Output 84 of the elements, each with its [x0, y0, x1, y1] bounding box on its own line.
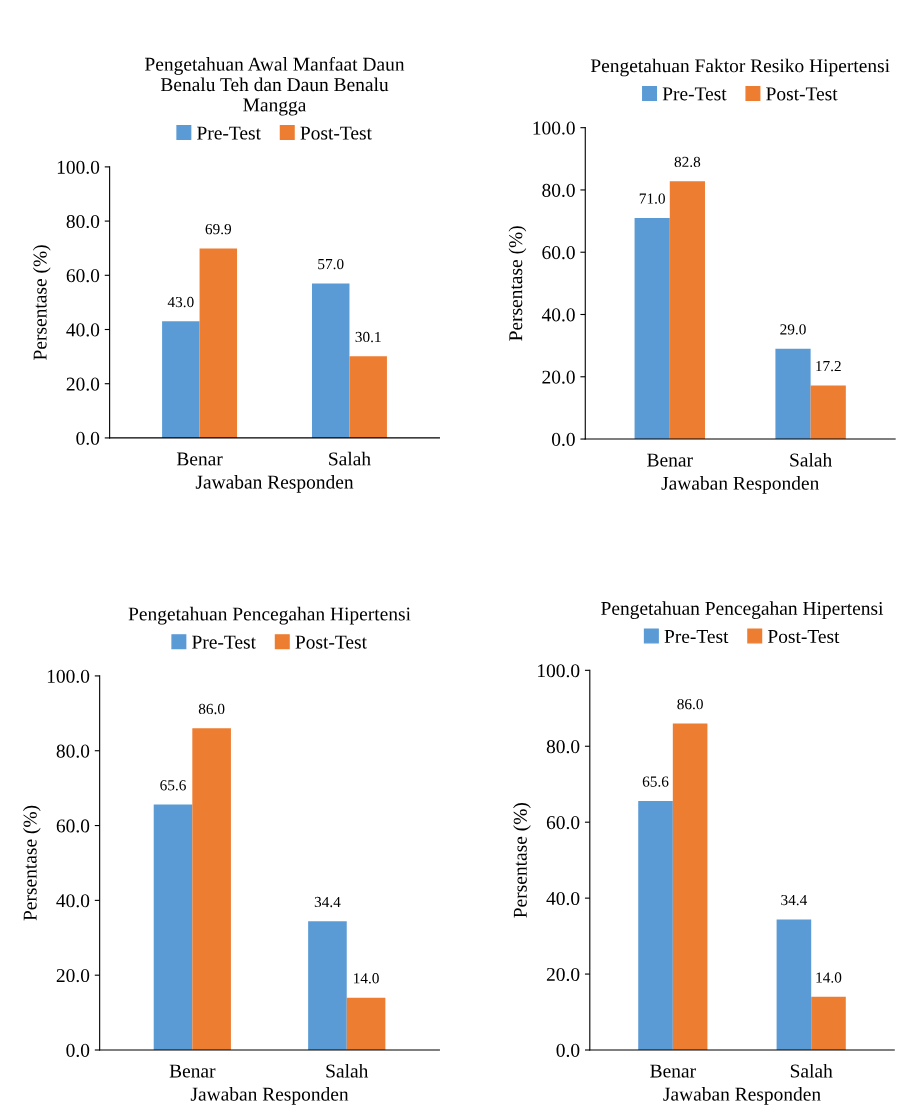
y-axis-title: Persentase (%)	[508, 226, 527, 341]
data-label: 14.0	[816, 972, 842, 983]
y-tick-label: 20.0	[66, 377, 100, 391]
y-tick-label: 0.0	[76, 431, 100, 445]
y-tick-label: 60.0	[66, 269, 100, 283]
data-label: 71.0	[639, 193, 665, 204]
y-tick-label: 60.0	[56, 819, 90, 833]
bar	[634, 217, 670, 440]
bar	[199, 248, 238, 438]
legend-label: Post-Test	[295, 635, 367, 649]
y-axis-title: Persentase (%)	[513, 802, 531, 918]
chart-title: Pengetahuan Faktor Resiko Hipertensi	[590, 58, 890, 77]
y-tick-label: 60.0	[546, 816, 580, 830]
bar	[669, 181, 705, 440]
x-axis-title: Jawaban Responden	[195, 475, 354, 493]
x-axis-title: Jawaban Responden	[661, 476, 820, 494]
data-label: 86.0	[677, 698, 703, 710]
bar	[311, 283, 350, 438]
bar	[162, 321, 200, 438]
y-tick-label: 0.0	[66, 1043, 90, 1058]
chart-title: Pengetahuan Pencegahan Hipertensi	[601, 601, 884, 619]
x-tick-label: Benar	[176, 452, 223, 466]
bar	[811, 996, 846, 1050]
data-label: 43.0	[167, 296, 194, 308]
bar	[638, 800, 673, 1050]
legend-label: Post-Test	[766, 87, 838, 101]
y-axis-title: Persentase (%)	[32, 245, 51, 360]
y-tick-label: 20.0	[56, 969, 90, 983]
y-tick-label: 0.0	[551, 432, 575, 447]
bar	[346, 997, 386, 1050]
bar	[776, 919, 812, 1050]
y-tick-label: 80.0	[546, 740, 580, 754]
x-tick-label: Salah	[790, 1063, 833, 1078]
x-tick-label: Benar	[647, 453, 693, 467]
bar	[192, 728, 231, 1050]
chart-title: Pengetahuan Awal Manfaat Daun Benalu Teh dan Daun Benalu Mangga	[145, 56, 405, 116]
data-label: 30.1	[355, 331, 381, 343]
data-label: 17.2	[816, 361, 841, 372]
y-tick-label: 100.0	[47, 669, 90, 683]
data-label: 82.8	[674, 156, 701, 168]
data-label: 29.0	[780, 324, 806, 335]
data-label: 86.0	[198, 703, 225, 715]
y-tick-label: 60.0	[542, 246, 575, 260]
y-tick-label: 80.0	[56, 744, 90, 758]
legend-label: Pre-Test	[192, 635, 256, 649]
bar	[810, 385, 846, 440]
y-axis-title: Persentase (%)	[23, 805, 41, 921]
y-tick-label: 100.0	[57, 160, 100, 174]
bar	[308, 921, 347, 1050]
data-label: 34.4	[314, 896, 341, 908]
bar	[349, 356, 387, 438]
y-tick-label: 80.0	[66, 214, 100, 229]
y-tick-label: 40.0	[56, 894, 90, 908]
x-axis-title: Jawaban Responden	[663, 1087, 821, 1105]
y-tick-label: 20.0	[542, 370, 575, 384]
chart-title: Pengetahuan Pencegahan Hipertensi	[128, 606, 411, 625]
legend-label: Pre-Test	[664, 630, 729, 644]
x-axis-title: Jawaban Responden	[190, 1087, 349, 1105]
legend-label: Pre-Test	[197, 126, 261, 140]
legend-label: Post-Test	[300, 126, 372, 140]
x-tick-label: Salah	[329, 451, 371, 466]
y-tick-label: 40.0	[541, 308, 575, 322]
data-label: 34.4	[781, 894, 808, 906]
y-tick-label: 20.0	[546, 967, 580, 982]
y-tick-label: 80.0	[542, 183, 575, 197]
y-tick-label: 40.0	[66, 323, 100, 337]
y-tick-label: 100.0	[538, 664, 580, 678]
y-tick-label: 100.0	[533, 121, 575, 135]
legend-label: Post-Test	[767, 630, 840, 644]
x-tick-label: Benar	[169, 1064, 216, 1078]
legend-label: Pre-Test	[662, 87, 727, 101]
data-label: 65.6	[642, 776, 669, 787]
bar	[153, 804, 193, 1050]
bar	[775, 348, 811, 440]
data-label: 65.6	[160, 780, 186, 791]
x-tick-label: Salah	[790, 452, 832, 467]
y-tick-label: 0.0	[556, 1043, 580, 1058]
data-label: 57.0	[318, 258, 344, 270]
data-label: 14.0	[354, 973, 379, 984]
data-label: 69.9	[205, 223, 232, 235]
x-tick-label: Salah	[326, 1063, 369, 1078]
bar	[672, 723, 708, 1050]
x-tick-label: Benar	[650, 1064, 696, 1078]
y-tick-label: 40.0	[546, 891, 580, 906]
